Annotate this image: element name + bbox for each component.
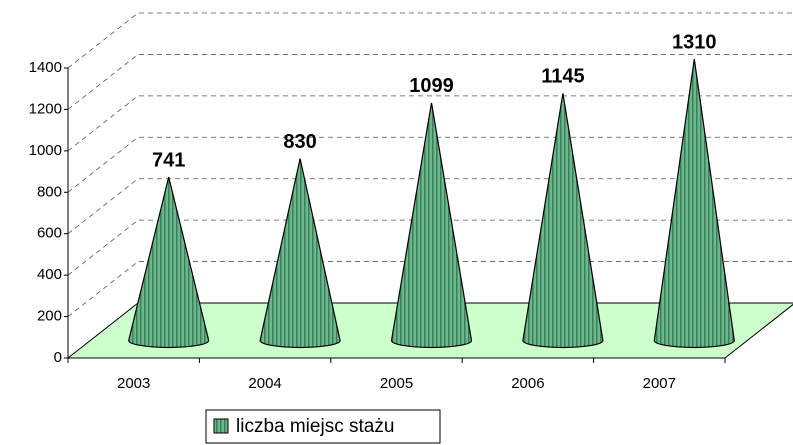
y-tick-label: 1200	[29, 100, 62, 117]
x-tick-label: 2006	[511, 375, 544, 392]
y-tick-label: 1000	[29, 142, 62, 159]
y-tick-label: 1400	[29, 59, 62, 76]
value-label: 1099	[409, 75, 454, 97]
y-tick-label: 0	[54, 349, 62, 366]
x-tick-label: 2007	[643, 375, 676, 392]
x-tick-label: 2005	[380, 375, 413, 392]
cone	[129, 177, 209, 347]
value-label: 1310	[672, 31, 717, 53]
value-label: 1145	[541, 66, 584, 88]
cone	[654, 59, 734, 347]
y-tick-label: 600	[37, 225, 62, 242]
chart: 0 200 400 600 800 1000 1200 1400 2003 741 2004 830 2…	[0, 0, 793, 445]
cone	[392, 103, 472, 348]
cone	[260, 159, 340, 348]
legend-label: liczba miejsc stażu	[236, 416, 394, 437]
value-label: 741	[152, 149, 185, 171]
x-tick-label: 2003	[117, 375, 150, 392]
y-tick-label: 400	[37, 266, 62, 283]
value-label: 830	[283, 131, 316, 153]
y-tick-label: 200	[37, 308, 62, 325]
legend-swatch	[214, 419, 228, 433]
y-tick-label: 800	[37, 183, 62, 200]
x-tick-label: 2004	[248, 375, 281, 392]
